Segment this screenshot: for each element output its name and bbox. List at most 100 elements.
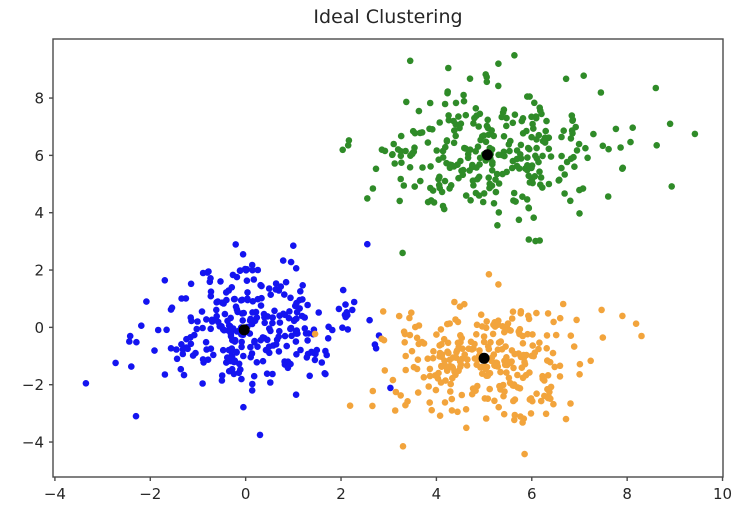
data-point — [452, 132, 460, 140]
data-point — [571, 163, 578, 170]
data-point — [250, 372, 258, 380]
data-point — [570, 343, 578, 350]
data-point — [272, 280, 280, 287]
data-point — [237, 366, 244, 373]
data-point — [508, 315, 516, 322]
data-point — [451, 298, 458, 306]
data-point — [488, 167, 496, 174]
data-point — [297, 288, 304, 295]
data-point — [584, 154, 591, 162]
data-point — [544, 394, 552, 402]
data-point — [399, 443, 407, 450]
data-point — [182, 295, 190, 302]
data-point — [458, 391, 466, 399]
data-point — [463, 362, 471, 369]
data-point — [194, 318, 201, 325]
data-point — [576, 210, 583, 217]
x-tick-label: 8 — [622, 485, 632, 503]
data-point — [491, 397, 498, 405]
data-point — [495, 180, 503, 187]
data-point — [501, 328, 508, 336]
data-point — [497, 368, 504, 376]
data-point — [467, 197, 474, 204]
data-point — [488, 182, 496, 189]
data-point — [266, 349, 273, 357]
data-point — [459, 171, 467, 179]
data-point — [224, 317, 231, 325]
data-point — [542, 410, 550, 418]
data-point — [437, 379, 445, 386]
data-point — [342, 313, 350, 321]
data-point — [292, 265, 300, 272]
data-point — [556, 362, 564, 370]
data-point — [350, 298, 358, 306]
data-point — [619, 312, 626, 320]
data-point — [503, 369, 510, 376]
data-point — [218, 323, 225, 330]
data-points-layer — [82, 52, 699, 458]
data-point — [517, 151, 524, 158]
data-point — [301, 314, 309, 321]
data-point — [451, 127, 458, 134]
data-point — [82, 380, 90, 387]
data-point — [345, 137, 353, 144]
data-point — [219, 346, 227, 354]
data-point — [248, 261, 256, 269]
data-point — [489, 159, 496, 166]
y-tick-label: 4 — [34, 204, 44, 222]
data-point — [227, 333, 235, 340]
cluster-blue-points — [82, 240, 394, 439]
data-point — [391, 407, 399, 414]
data-point — [524, 93, 531, 100]
data-point — [445, 116, 453, 124]
data-point — [429, 187, 437, 194]
data-point — [483, 318, 491, 325]
data-point — [254, 295, 262, 303]
data-point — [439, 147, 447, 155]
data-point — [544, 385, 551, 393]
data-point — [464, 356, 471, 363]
data-point — [483, 78, 491, 86]
data-point — [519, 340, 527, 347]
data-point — [406, 164, 414, 171]
data-point — [259, 357, 267, 365]
data-point — [476, 347, 483, 354]
data-point — [233, 306, 241, 313]
data-point — [537, 181, 544, 188]
data-point — [281, 332, 289, 340]
data-point — [178, 341, 185, 348]
data-point — [198, 308, 206, 315]
data-point — [507, 327, 514, 334]
y-tick-label: 2 — [34, 262, 44, 280]
data-point — [449, 354, 457, 361]
data-point — [223, 296, 230, 304]
data-point — [228, 365, 236, 373]
data-point — [430, 348, 437, 355]
data-point — [406, 57, 414, 65]
data-point — [524, 330, 531, 338]
data-point — [436, 353, 443, 360]
data-point — [455, 344, 463, 351]
data-point — [242, 267, 250, 274]
data-point — [429, 354, 437, 362]
data-point — [457, 157, 464, 165]
data-point — [267, 291, 275, 299]
data-point — [567, 135, 575, 142]
data-point — [161, 277, 169, 284]
data-point — [567, 400, 574, 407]
data-point — [468, 346, 476, 353]
data-point — [406, 314, 413, 322]
x-tick-label: 10 — [713, 485, 732, 503]
data-point — [556, 373, 564, 380]
data-point — [517, 308, 525, 315]
data-point — [286, 308, 293, 315]
data-point — [430, 199, 438, 206]
cluster-centroids — [238, 149, 493, 364]
data-point — [517, 413, 524, 420]
data-point — [490, 200, 498, 207]
data-point — [313, 346, 321, 354]
data-point — [424, 355, 432, 363]
data-point — [249, 266, 256, 274]
data-point — [484, 343, 492, 350]
data-point — [217, 278, 224, 285]
